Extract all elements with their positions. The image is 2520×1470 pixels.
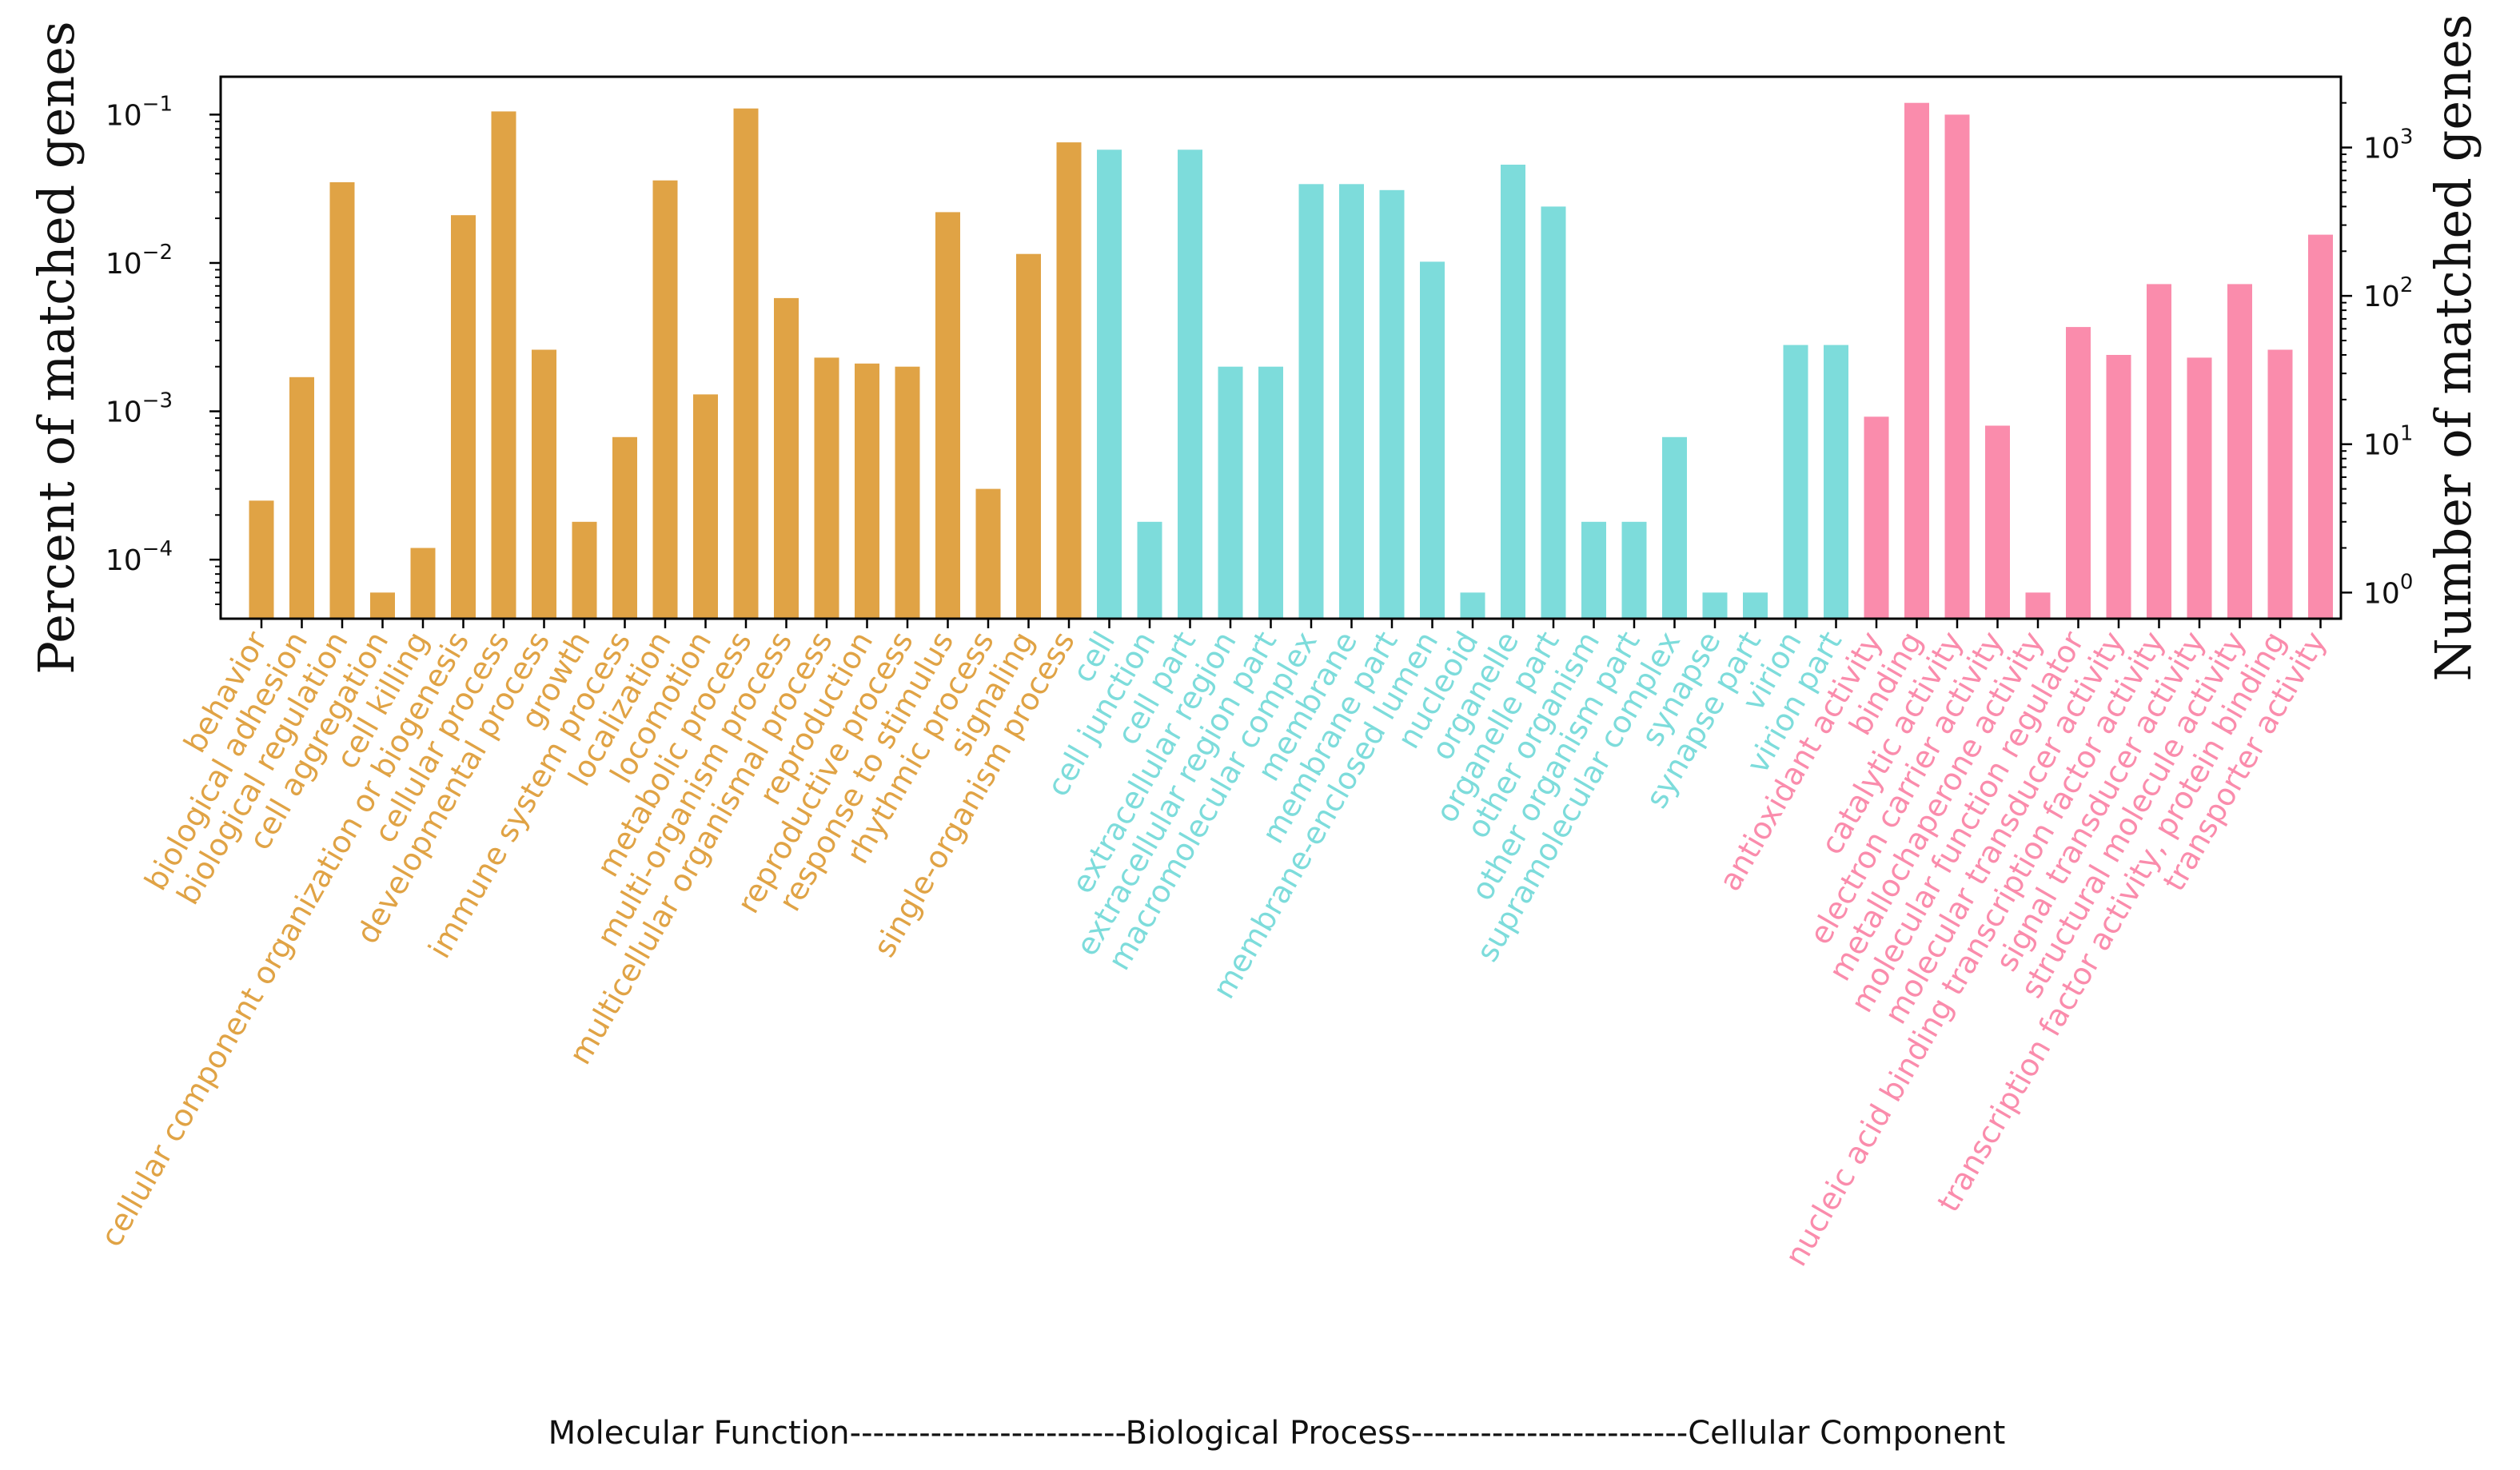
bar-single-organism-process xyxy=(1056,142,1082,619)
y-tick-label-right: 100 xyxy=(2363,570,2413,610)
bar-membrane-part xyxy=(1379,189,1405,619)
bar-antioxidant-activity xyxy=(1864,416,1889,619)
bar-transporter-activity xyxy=(2308,234,2333,619)
bar-immune-system-process xyxy=(612,436,637,619)
plot-frame xyxy=(219,75,2343,620)
bar-membrane xyxy=(1339,184,1364,619)
bar-synapse-part xyxy=(1743,592,1768,619)
ontology-group-caption: Molecular Function----------------------… xyxy=(548,1415,2006,1452)
bar-behavior xyxy=(249,500,274,619)
bar-metabolic-process xyxy=(733,108,759,619)
bar-biological-regulation xyxy=(329,182,355,619)
bar-localization xyxy=(652,180,678,619)
y-tick-label-right: 103 xyxy=(2363,125,2413,165)
bar-synapse xyxy=(1702,592,1728,619)
bar-locomotion xyxy=(693,394,718,619)
y-tick-label-right: 101 xyxy=(2363,422,2413,462)
bar-molecular-transducer-activity xyxy=(2106,355,2131,619)
bar-metallochaperone-activity xyxy=(2025,592,2051,619)
y-tick-label-left: 10−3 xyxy=(106,389,173,429)
bar-transcription-factor-activity-protein-binding xyxy=(2267,349,2293,619)
bar-membrane-enclosed-lumen xyxy=(1420,261,1445,619)
bar-rhythmic-process xyxy=(975,488,1001,619)
bar-signal-transducer-activity xyxy=(2187,357,2212,619)
bar-other-organism xyxy=(1581,521,1606,619)
bar-biological-adhesion xyxy=(289,376,314,619)
x-tick-marks xyxy=(260,619,2322,628)
bar-signaling xyxy=(1016,253,1041,619)
bar-cell xyxy=(1097,149,1122,619)
bar-virion xyxy=(1783,345,1808,619)
bar-supramolecular-complex xyxy=(1662,436,1687,619)
bar-electron-carrier-activity xyxy=(1985,425,2010,619)
y-tick-label-left: 10−1 xyxy=(106,92,173,132)
bar-organelle-part xyxy=(1541,206,1566,619)
left-y-axis: 10−4 10−3 10−2 10−1 xyxy=(106,92,221,606)
bar-reproduction xyxy=(855,363,879,619)
y-tick-label-right: 102 xyxy=(2363,273,2413,313)
bar-cell-junction xyxy=(1137,521,1162,619)
y-tick-label-left: 10−2 xyxy=(106,241,173,281)
bar-multi-organism-process xyxy=(774,297,799,619)
bar-macromolecular-complex xyxy=(1298,184,1324,619)
bars-layer xyxy=(249,102,2333,619)
bar-nucleoid xyxy=(1460,592,1485,619)
bar-nucleic-acid-binding-transcription-factor-activity xyxy=(2147,284,2171,619)
bar-virion-part xyxy=(1824,345,1848,619)
bar-cellular-component-organization-or-biogenesis xyxy=(451,215,476,619)
bar-cell-killing xyxy=(410,548,436,619)
bar-structural-molecule-activity xyxy=(2227,284,2252,619)
bar-extracellular-region-part xyxy=(1258,366,1283,619)
bar-catalytic-activity xyxy=(1944,114,1970,619)
bar-cell-part xyxy=(1178,149,1202,619)
bar-cellular-process xyxy=(491,111,516,619)
bar-binding xyxy=(1904,102,1929,619)
bar-developmental-process xyxy=(532,349,556,619)
bar-extracellular-region xyxy=(1218,366,1243,619)
bar-other-organism-part xyxy=(1621,521,1647,619)
left-y-axis-label: Percent of matched genes xyxy=(27,21,86,674)
right-y-axis-label: Number of matched genes xyxy=(2424,14,2482,682)
bar-multicellular-organismal-process xyxy=(814,357,839,619)
bar-response-to-stimulus xyxy=(935,212,960,619)
bar-reproductive-process xyxy=(895,366,920,619)
bar-growth xyxy=(572,521,597,619)
bar-molecular-function-regulator xyxy=(2066,327,2091,619)
right-y-axis: 100 101 102 103 xyxy=(2341,102,2413,610)
bar-organelle xyxy=(1501,165,1525,619)
y-tick-label-left: 10−4 xyxy=(106,537,173,577)
bar-cell-aggregation xyxy=(370,592,395,619)
